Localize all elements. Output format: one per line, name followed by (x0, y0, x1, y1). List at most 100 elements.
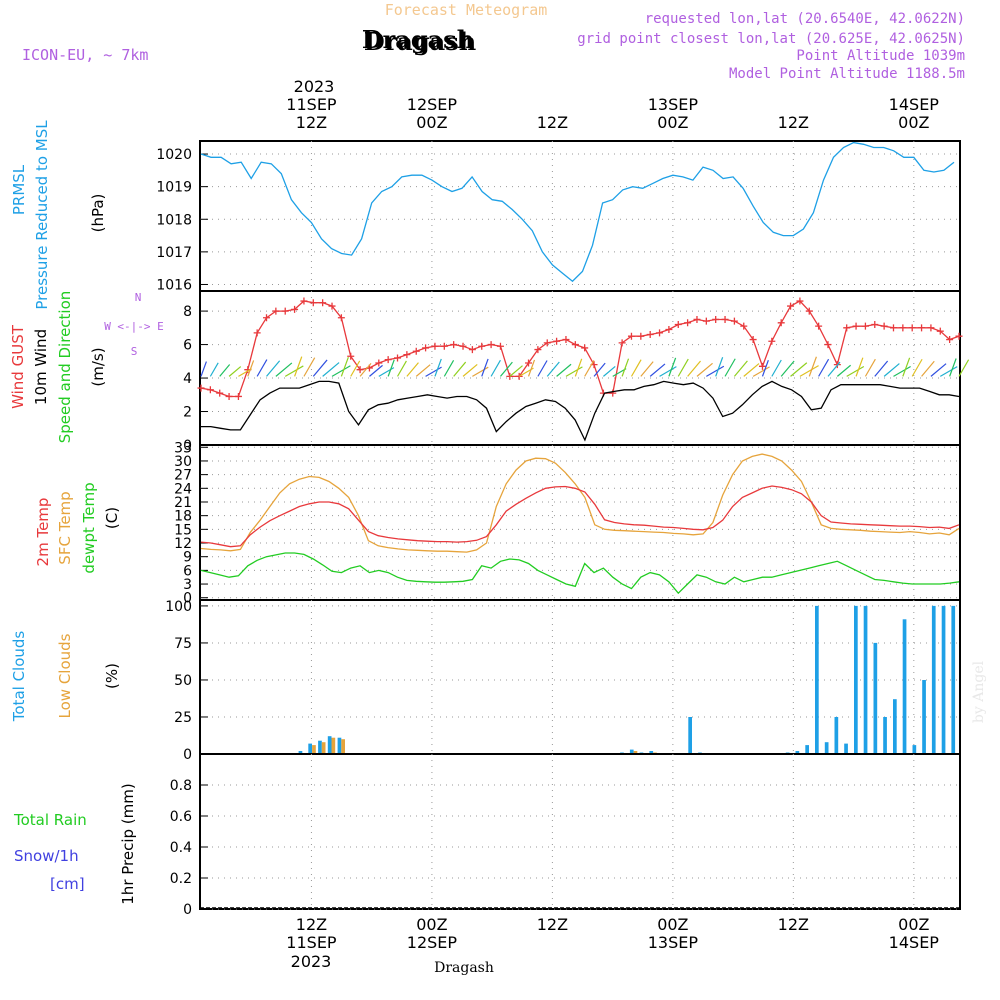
wind-direction-arrow (743, 363, 760, 377)
total-cloud-bar (688, 717, 692, 754)
wind-direction-arrow (640, 361, 654, 377)
gust-marker (871, 320, 879, 328)
wind-direction-arrow (649, 363, 666, 377)
bottom-hour-label: 12Z (296, 915, 327, 934)
wind-direction-arrow (219, 364, 231, 377)
wind-direction-arrow (715, 357, 724, 377)
y-tick-label: 2 (183, 405, 192, 421)
gust-marker (571, 341, 579, 349)
y-tick-label: 6 (183, 338, 192, 354)
wind-direction-arrow (846, 365, 865, 377)
gust-marker (824, 341, 832, 349)
gust-marker (197, 384, 205, 392)
gust-marker (684, 319, 692, 327)
top-hour-label: 12Z (296, 113, 327, 132)
wind-direction-arrow (425, 366, 442, 377)
point-altitude: Point Altitude 1039m (796, 48, 965, 64)
wind-direction-arrow (911, 358, 923, 377)
panel-frame (199, 753, 961, 910)
gust-marker (422, 344, 430, 352)
gust-marker (955, 332, 963, 340)
temperature-labels: 2m Temp SFC Temp dewpt Temp (C) (34, 482, 121, 573)
y-tick-label: 9 (183, 550, 192, 566)
y-tick-label: 50 (174, 673, 192, 689)
wind-direction-arrow (752, 366, 770, 377)
wind-direction-arrow (303, 357, 316, 377)
y-tick-label: 75 (174, 636, 192, 652)
compass-row: W <-|-> E (104, 320, 164, 333)
y-tick-label: 18 (174, 509, 192, 525)
gust-marker (730, 317, 738, 325)
gust-marker (880, 322, 888, 330)
top-hour-label: 00Z (898, 113, 929, 132)
y-tick-label: 1016 (156, 277, 192, 293)
total-cloud-bar (834, 717, 839, 754)
cm-label: [cm] (50, 875, 85, 893)
bottom-date-label: 14SEP (889, 933, 940, 952)
y-tick-label: 15 (174, 522, 192, 538)
dewpt-label: dewpt Temp (80, 482, 98, 573)
gust-marker (562, 336, 570, 344)
wind-direction-arrow (724, 358, 736, 377)
gust-label: Wind GUST (9, 324, 27, 409)
low-cloud-bar (633, 751, 638, 754)
prmsl-desc-label: Pressure Reduced to MSL (33, 120, 51, 310)
wind-direction-arrow (584, 360, 595, 377)
y-tick-label: 30 (174, 454, 192, 470)
total-cloud-bar (308, 743, 312, 754)
wind-direction-arrow (874, 360, 889, 377)
wind-direction-arrow (238, 368, 252, 377)
compass-legend: N W <-|-> E S (104, 291, 164, 358)
wind-direction-arrow (574, 358, 583, 377)
wind-direction-arrow (761, 359, 769, 377)
total-rain-label: Total Rain (13, 811, 87, 829)
wind-direction-arrow (209, 362, 219, 377)
gust-marker (637, 332, 645, 340)
gust-marker (534, 346, 542, 354)
gust-marker (216, 389, 224, 397)
gust-marker (927, 324, 935, 332)
panel-frame (199, 599, 961, 755)
low-cloud-bar (321, 742, 326, 754)
gust-marker (805, 307, 813, 315)
gust-marker (665, 326, 673, 333)
y-tick-label: 1017 (156, 245, 192, 261)
gust-marker (515, 372, 523, 380)
gust-marker (627, 332, 635, 340)
wind-direction-arrow (930, 363, 947, 377)
wind-direction-arrow (415, 364, 431, 377)
y-tick-label: 1020 (156, 147, 192, 163)
gust-marker (459, 342, 467, 350)
wind-direction-arrow (902, 357, 911, 377)
wind-direction-arrow (228, 366, 242, 377)
wind-direction-arrow (677, 358, 689, 377)
total-cloud-bar (902, 619, 907, 755)
bottom-hour-label: 00Z (898, 915, 929, 934)
total-cloud-bar (951, 605, 956, 754)
precip-labels: Total Rain Snow/1h [cm] 1hr Precip (mm) (13, 783, 137, 904)
wind-direction-arrow (359, 362, 372, 377)
wind-direction-arrow (369, 364, 383, 377)
gust-marker (394, 354, 402, 362)
gust-marker (843, 324, 851, 332)
requested-coords: requested lon,lat (20.6540E, 42.0622N) (645, 11, 965, 27)
y-tick-label: 0.6 (170, 809, 192, 825)
wind-direction-arrow (893, 365, 911, 377)
bottom-hour-label: 00Z (657, 915, 688, 934)
wind-direction-arrow (481, 358, 489, 377)
gust-marker (918, 324, 926, 332)
wind-direction-arrow (818, 358, 830, 377)
gust-marker (328, 302, 336, 310)
y-tick-label: 12 (174, 536, 192, 552)
wind-direction-arrow (855, 357, 864, 377)
gust-marker (487, 341, 495, 349)
y-tick-label: 0 (183, 591, 192, 607)
wind-direction-arrow (462, 363, 478, 377)
gust-marker (889, 324, 897, 332)
wind-labels: Wind GUST 10m Wind Speed and Direction (… (9, 291, 164, 444)
panel-frame (199, 444, 961, 601)
bottom-year-label: 2023 (291, 952, 332, 971)
y-tick-label: 0.8 (170, 778, 192, 794)
